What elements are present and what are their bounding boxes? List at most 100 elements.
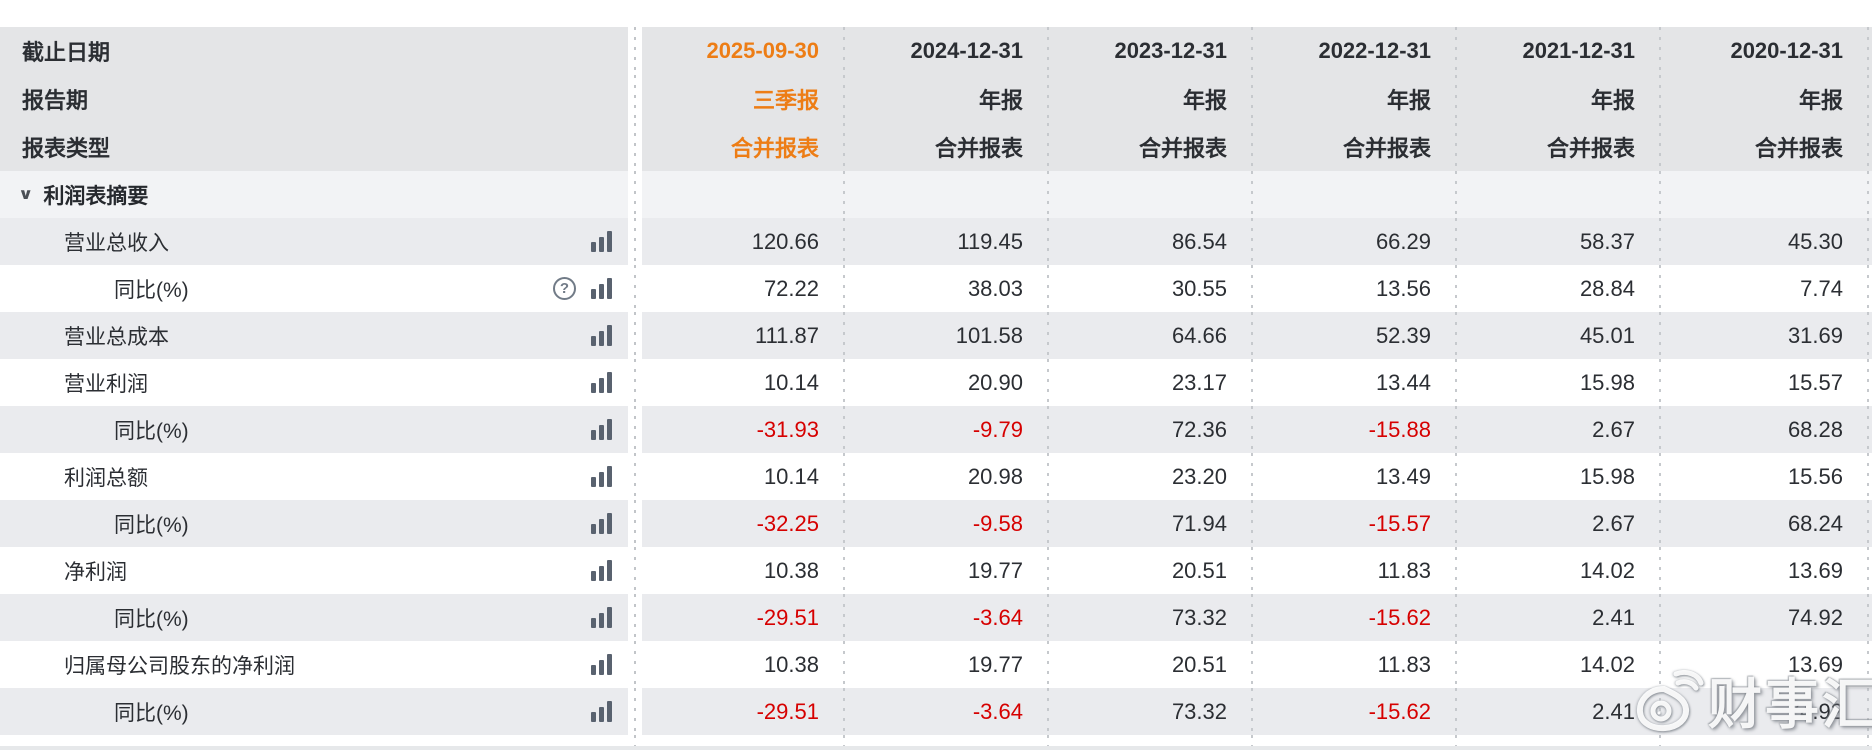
cell-value: 2.67 — [1592, 510, 1635, 536]
bar-chart-icon[interactable] — [590, 607, 617, 628]
bottom-band — [0, 735, 1872, 746]
row-label: 营业总成本 — [64, 325, 169, 349]
cell-value: 15.98 — [1579, 369, 1635, 395]
top-spacer — [0, 0, 1872, 27]
cell-value: 11.83 — [1377, 557, 1431, 583]
column-header: 合并报表 — [1754, 136, 1843, 161]
cell-value: -9.79 — [972, 416, 1023, 442]
frozen-column-gutter — [628, 218, 642, 265]
cell-value: -31.93 — [756, 416, 819, 442]
section-title: 利润表摘要 — [43, 184, 149, 208]
column-header: 2025-09-30 — [706, 38, 819, 63]
row-label: 营业总收入 — [64, 231, 169, 255]
column-header: 年报 — [1182, 88, 1227, 113]
frozen-column-gutter — [628, 265, 642, 312]
cell-value: -32.25 — [756, 510, 819, 536]
bar-chart-icon[interactable] — [590, 466, 617, 487]
row-label: 同比(%) — [114, 607, 189, 631]
frozen-column-gutter — [628, 594, 642, 641]
bar-chart-icon[interactable] — [590, 372, 617, 393]
column-header: 年报 — [1590, 88, 1635, 113]
cell-value: 74.92 — [1787, 604, 1843, 630]
row-label: 利润总额 — [64, 466, 148, 490]
column-header: 合并报表 — [730, 136, 819, 161]
table-row: 同比(%) ? -29.51 -3.64 73.32 -15.62 2 — [0, 688, 1872, 735]
table-row: 利润总额 ? 10.14 20.98 23.20 13.49 15.9 — [0, 453, 1872, 500]
section-row-income-statement[interactable]: ∨ 利润表摘要 — [0, 171, 1872, 218]
column-header: 合并报表 — [1342, 136, 1431, 161]
cell-value: -3.64 — [972, 604, 1023, 630]
frozen-column-gutter — [628, 171, 642, 218]
cell-value: 31.69 — [1787, 322, 1843, 348]
cell-value: 119.45 — [957, 228, 1023, 254]
frozen-column-gutter — [628, 27, 642, 75]
cell-value: 72.36 — [1171, 416, 1227, 442]
row-label: 归属母公司股东的净利润 — [64, 654, 295, 678]
cell-value: 86.54 — [1171, 228, 1227, 254]
cell-value: 10.14 — [763, 369, 819, 395]
cell-value: 74.92 — [1787, 698, 1843, 724]
frozen-column-gutter — [628, 312, 642, 359]
cell-value: 58.37 — [1579, 228, 1635, 254]
table-row: 营业总成本 ? 111.87 101.58 64.66 52.39 4 — [0, 312, 1872, 359]
cell-value: 14.02 — [1579, 557, 1635, 583]
bar-chart-icon[interactable] — [590, 231, 617, 252]
header-row-label: 报表类型 — [22, 136, 111, 161]
cell-value: 13.49 — [1375, 463, 1431, 489]
column-header: 2023-12-31 — [1114, 38, 1227, 63]
bar-chart-icon[interactable] — [590, 513, 617, 534]
column-header: 合并报表 — [934, 136, 1023, 161]
row-label: 同比(%) — [114, 513, 189, 537]
frozen-column-gutter — [628, 500, 642, 547]
cell-value: 15.98 — [1579, 463, 1635, 489]
row-label: 营业利润 — [64, 372, 148, 396]
cell-value: 66.29 — [1375, 228, 1431, 254]
header-row: 报告期 三季报 年报 年报 年报 年报 年报 — [0, 75, 1872, 123]
column-header: 三季报 — [752, 88, 819, 113]
cell-value: 15.57 — [1787, 369, 1843, 395]
cell-value: 20.51 — [1171, 651, 1227, 677]
header-row-label: 报告期 — [22, 88, 89, 113]
cell-value: 120.66 — [751, 228, 819, 254]
cell-value: 73.32 — [1171, 604, 1227, 630]
table-row: 同比(%) ? -31.93 -9.79 72.36 -15.88 2 — [0, 406, 1872, 453]
column-header: 年报 — [978, 88, 1023, 113]
help-icon[interactable]: ? — [553, 277, 576, 300]
cell-value: -15.62 — [1368, 604, 1431, 630]
cell-value: -15.57 — [1368, 510, 1431, 536]
cell-value: 72.22 — [763, 275, 819, 301]
frozen-column-gutter — [628, 75, 642, 123]
header-row: 报表类型 合并报表 合并报表 合并报表 合并报表 合并报表 合并报表 — [0, 123, 1872, 171]
row-label: 同比(%) — [114, 419, 189, 443]
cell-value: 45.01 — [1579, 322, 1635, 348]
frozen-column-gutter — [628, 547, 642, 594]
bar-chart-icon[interactable] — [590, 654, 617, 675]
bar-chart-icon[interactable] — [590, 701, 617, 722]
column-header: 年报 — [1798, 88, 1843, 113]
bar-chart-icon[interactable] — [590, 278, 617, 299]
cell-value: 23.17 — [1171, 369, 1227, 395]
cell-value: 73.32 — [1171, 698, 1227, 724]
chevron-down-icon[interactable]: ∨ — [18, 186, 34, 203]
cell-value: 111.87 — [754, 322, 819, 348]
table-row: 同比(%) ? 72.22 38.03 30.55 13.56 28. — [0, 265, 1872, 312]
cell-value: 13.69 — [1787, 557, 1843, 583]
cell-value: 15.56 — [1787, 463, 1843, 489]
bar-chart-icon[interactable] — [590, 325, 617, 346]
cell-value: -15.88 — [1368, 416, 1431, 442]
cell-value: 20.90 — [967, 369, 1023, 395]
table-row: 营业利润 ? 10.14 20.90 23.17 13.44 15.9 — [0, 359, 1872, 406]
cell-value: 64.66 — [1171, 322, 1227, 348]
column-header: 2022-12-31 — [1318, 38, 1431, 63]
table-row: 净利润 ? 10.38 19.77 20.51 11.83 14.02 — [0, 547, 1872, 594]
cell-value: 68.24 — [1787, 510, 1843, 536]
cell-value: -3.64 — [972, 698, 1023, 724]
bar-chart-icon[interactable] — [590, 560, 617, 581]
cell-value: 11.83 — [1377, 651, 1431, 677]
bar-chart-icon[interactable] — [590, 419, 617, 440]
cell-value: 7.74 — [1800, 275, 1843, 301]
cell-value: 30.55 — [1171, 275, 1227, 301]
cell-value: 14.02 — [1579, 651, 1635, 677]
cell-value: 2.67 — [1592, 416, 1635, 442]
